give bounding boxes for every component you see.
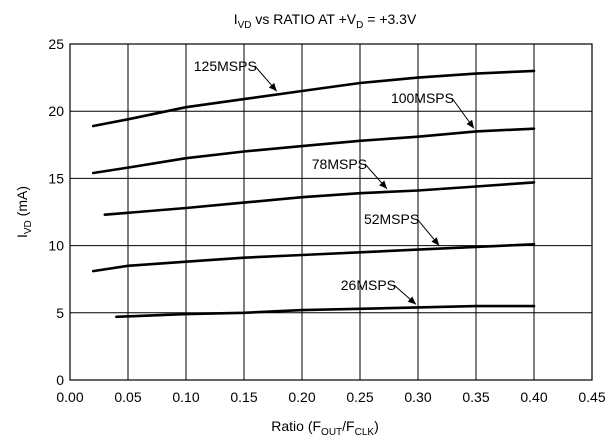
series-line-26msps [115,304,536,319]
series-group: 125MSPS 100MSPS 78MSPS 52MSPS 26MSPS [91,58,536,319]
arrowhead-78msps [379,180,387,189]
y-tick-label: 0 [56,372,64,388]
series-line-78msps [103,181,536,216]
arrowhead-100msps [466,119,474,129]
x-tick-label: 0.10 [172,389,199,405]
series-label-78msps: 78MSPS [312,156,367,172]
y-tick-label: 10 [48,238,64,254]
series-label-26msps: 26MSPS [341,277,396,293]
y-tick-label: 15 [48,170,64,186]
series-label-100msps: 100MSPS [391,90,454,106]
series-line-125msps [91,69,536,128]
arrowhead-125msps [268,82,277,92]
x-tick-label: 0.35 [462,389,489,405]
y-tick-label: 25 [48,36,64,52]
series-label-52msps: 52MSPS [364,211,419,227]
chart-title: IVD vs RATIO AT +VD = +3.3V [234,11,417,31]
x-tick-label: 0.15 [230,389,257,405]
x-tick-label: 0.20 [288,389,315,405]
y-tick-labels: 0 5 10 15 20 25 [48,36,64,388]
arrowhead-52msps [431,237,440,246]
x-tick-label: 0.25 [346,389,373,405]
x-tick-label: 0.05 [114,389,141,405]
arrowhead-26msps [407,296,416,305]
y-axis-label: IVD (mA) [14,186,34,238]
series-line-52msps [91,243,536,273]
x-axis-label: Ratio (FOUT/FCLK) [271,418,378,438]
x-tick-label: 0.40 [520,389,547,405]
series-label-125msps: 125MSPS [194,58,257,74]
series-line-100msps [91,127,536,175]
y-tick-label: 20 [48,103,64,119]
x-tick-label: 0.45 [578,389,605,405]
x-tick-label: 0.30 [404,389,431,405]
y-tick-label: 5 [56,305,64,321]
x-tick-labels: 0.00 0.05 0.10 0.15 0.20 0.25 0.30 0.35 0.40 0.45 [56,389,605,405]
x-tick-label: 0.00 [56,389,83,405]
plot-frame [69,43,593,381]
